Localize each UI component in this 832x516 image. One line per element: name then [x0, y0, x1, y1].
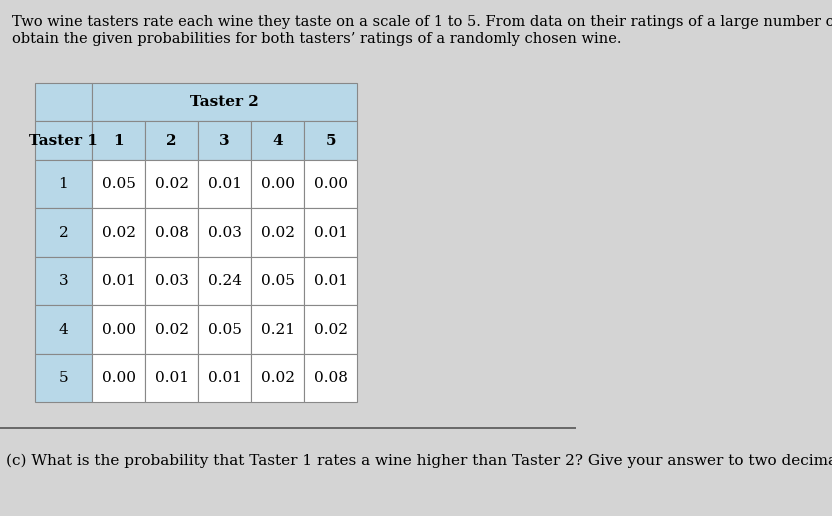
- Bar: [35, 257, 92, 305]
- Bar: [145, 208, 198, 257]
- Bar: [92, 121, 145, 160]
- Bar: [198, 121, 251, 160]
- Bar: [198, 354, 251, 402]
- Bar: [35, 83, 92, 121]
- Bar: [92, 160, 145, 208]
- Text: 0.01: 0.01: [314, 225, 348, 240]
- Text: 0.05: 0.05: [102, 177, 136, 191]
- Text: 2: 2: [58, 225, 68, 240]
- Bar: [35, 121, 92, 160]
- Text: 4: 4: [272, 134, 283, 148]
- Bar: [145, 354, 198, 402]
- Bar: [305, 257, 357, 305]
- Text: 3: 3: [220, 134, 230, 148]
- Text: Taster 1: Taster 1: [29, 134, 98, 148]
- Text: 0.02: 0.02: [155, 322, 189, 337]
- Text: 1: 1: [58, 177, 68, 191]
- Text: 0.05: 0.05: [208, 322, 241, 337]
- Bar: [305, 354, 357, 402]
- Text: 0.02: 0.02: [260, 371, 295, 385]
- Bar: [92, 208, 145, 257]
- Text: Taster 2: Taster 2: [191, 95, 259, 109]
- Bar: [198, 305, 251, 354]
- Text: 0.02: 0.02: [260, 225, 295, 240]
- Text: 0.01: 0.01: [155, 371, 189, 385]
- Bar: [145, 121, 198, 160]
- Bar: [145, 257, 198, 305]
- Bar: [35, 354, 92, 402]
- Bar: [305, 305, 357, 354]
- Text: 0.21: 0.21: [260, 322, 295, 337]
- Text: 0.08: 0.08: [155, 225, 189, 240]
- Bar: [145, 305, 198, 354]
- Bar: [305, 121, 357, 160]
- Text: 0.08: 0.08: [314, 371, 348, 385]
- Text: 0.01: 0.01: [208, 177, 241, 191]
- Text: 0.01: 0.01: [208, 371, 241, 385]
- Bar: [198, 257, 251, 305]
- Text: 2: 2: [166, 134, 177, 148]
- Text: Two wine tasters rate each wine they taste on a scale of 1 to 5. From data on th: Two wine tasters rate each wine they tas…: [12, 15, 832, 46]
- Bar: [92, 354, 145, 402]
- Text: 0.01: 0.01: [314, 274, 348, 288]
- Text: 0.02: 0.02: [102, 225, 136, 240]
- Text: 5: 5: [58, 371, 68, 385]
- Bar: [35, 208, 92, 257]
- Bar: [145, 160, 198, 208]
- Text: (c) What is the probability that Taster 1 rates a wine higher than Taster 2? Giv: (c) What is the probability that Taster …: [6, 454, 832, 469]
- Bar: [198, 160, 251, 208]
- Bar: [251, 208, 305, 257]
- Bar: [251, 121, 305, 160]
- Text: 0.01: 0.01: [102, 274, 136, 288]
- Text: 5: 5: [325, 134, 336, 148]
- Bar: [251, 305, 305, 354]
- Text: 4: 4: [58, 322, 68, 337]
- Bar: [251, 257, 305, 305]
- Text: 0.03: 0.03: [155, 274, 189, 288]
- Bar: [92, 305, 145, 354]
- Text: 3: 3: [58, 274, 68, 288]
- Bar: [251, 160, 305, 208]
- Bar: [35, 305, 92, 354]
- Text: 0.00: 0.00: [102, 371, 136, 385]
- Bar: [92, 83, 357, 121]
- Bar: [305, 208, 357, 257]
- Text: 0.00: 0.00: [260, 177, 295, 191]
- Bar: [305, 160, 357, 208]
- Text: 0.00: 0.00: [102, 322, 136, 337]
- Text: 0.24: 0.24: [208, 274, 241, 288]
- Text: 0.02: 0.02: [155, 177, 189, 191]
- Bar: [35, 160, 92, 208]
- Bar: [251, 354, 305, 402]
- Text: 0.00: 0.00: [314, 177, 348, 191]
- Text: 0.02: 0.02: [314, 322, 348, 337]
- Text: 0.05: 0.05: [260, 274, 295, 288]
- Bar: [198, 208, 251, 257]
- Text: 1: 1: [113, 134, 124, 148]
- Text: 0.03: 0.03: [208, 225, 241, 240]
- Bar: [92, 257, 145, 305]
